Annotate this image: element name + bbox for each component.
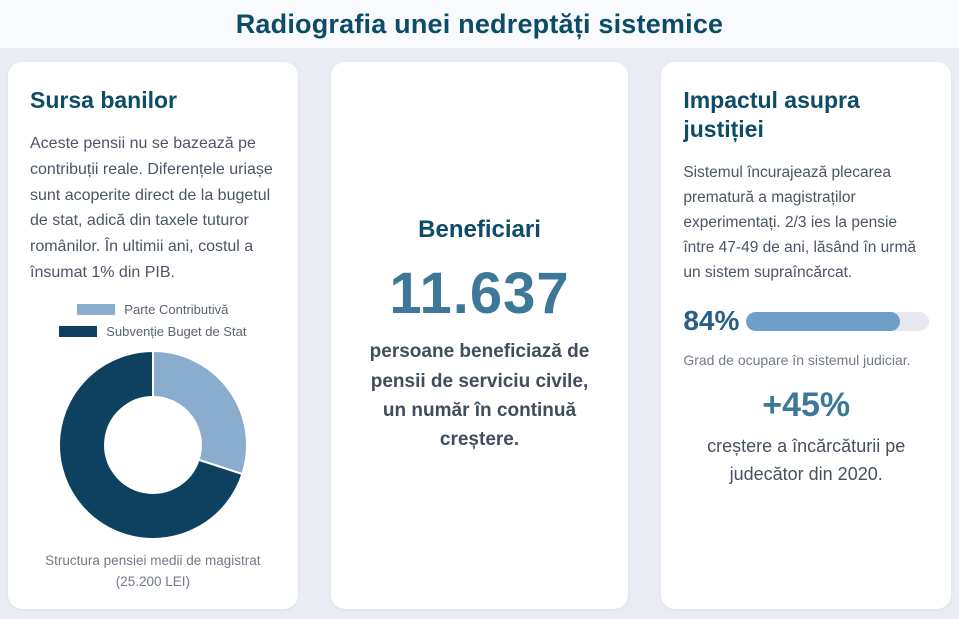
page-title: Radiografia unei nedreptăți sistemice bbox=[235, 8, 724, 39]
donut-caption-line1: Structura pensiei medii de magistrat bbox=[45, 553, 261, 569]
header-bar: Radiografia unei nedreptăți sistemice bbox=[0, 0, 959, 48]
increase-value: +45% bbox=[762, 386, 851, 425]
legend-item-subventie: Subvenție Buget de Stat bbox=[59, 324, 246, 339]
beneficiaries-count: 11.637 bbox=[389, 261, 570, 327]
donut-caption: Structura pensiei medii de magistrat (25… bbox=[30, 551, 276, 593]
beneficiaries-title: Beneficiari bbox=[418, 216, 541, 244]
legend-swatch-contributiva bbox=[77, 304, 116, 316]
legend-label-contributiva: Parte Contributivă bbox=[124, 302, 229, 318]
occupancy-row: 84% bbox=[683, 305, 930, 337]
money-source-title: Sursa banilor bbox=[30, 87, 177, 113]
occupancy-bar-fill bbox=[746, 311, 900, 331]
increase-block: +45% creștere a încărcăturii pe judecăto… bbox=[683, 386, 929, 489]
legend-label-subventie: Subvenție Buget de Stat bbox=[106, 324, 247, 340]
justice-impact-title: Impactul asupra justiției bbox=[683, 87, 860, 142]
occupancy-bar-track bbox=[746, 311, 930, 331]
occupancy-caption: Grad de ocupare în sistemul judiciar. bbox=[683, 352, 911, 369]
legend-item-contributiva: Parte Contributivă bbox=[77, 302, 228, 317]
occupancy-percent-label: 84% bbox=[683, 305, 740, 337]
card-justice-impact: Impactul asupra justiției Sistemul încur… bbox=[661, 62, 952, 609]
justice-impact-body: Sistemul încurajează plecarea prematură … bbox=[683, 163, 916, 281]
donut-caption-line2: (25.200 LEI) bbox=[115, 574, 190, 590]
donut-chart-wrap bbox=[30, 347, 276, 543]
card-beneficiaries: Beneficiari 11.637 persoane beneficiază … bbox=[330, 62, 629, 609]
donut-legend: Parte Contributivă Subvenție Buget de St… bbox=[30, 302, 276, 339]
beneficiaries-description: persoane beneficiază de pensii de servic… bbox=[369, 341, 590, 451]
increase-caption: creștere a încărcăturii pe judecător din… bbox=[707, 436, 906, 484]
legend-swatch-subventie bbox=[59, 326, 98, 338]
donut-chart bbox=[57, 350, 248, 541]
cards-row: Sursa banilor Aceste pensii nu se bazeaz… bbox=[0, 48, 959, 619]
money-source-body: Aceste pensii nu se bazează pe contribuț… bbox=[30, 134, 273, 282]
card-money-source: Sursa banilor Aceste pensii nu se bazeaz… bbox=[8, 62, 298, 609]
